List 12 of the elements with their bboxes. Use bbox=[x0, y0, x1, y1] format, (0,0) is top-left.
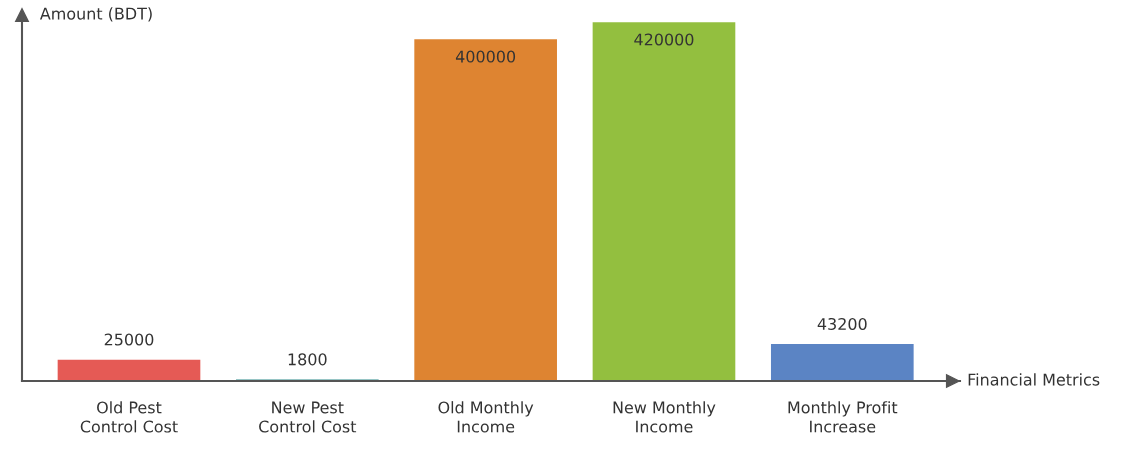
data-label: 1800 bbox=[288, 353, 327, 366]
data-label: 25000 bbox=[104, 333, 154, 346]
x-tick-label: New Pest Control Cost bbox=[259, 401, 357, 433]
x-tick-label: New Monthly Income bbox=[613, 401, 716, 433]
data-label: 420000 bbox=[634, 33, 694, 46]
x-tick-label: Old Pest Control Cost bbox=[80, 401, 178, 433]
x-tick-label: Monthly Profit Increase bbox=[788, 401, 898, 433]
x-tick-label: Old Monthly Income bbox=[438, 401, 534, 433]
y-axis-title: Amount (BDT) bbox=[39, 7, 152, 22]
x-axis-title: Financial Metrics bbox=[968, 373, 1100, 386]
data-label: 400000 bbox=[455, 50, 516, 63]
data-label: 43200 bbox=[817, 317, 867, 331]
